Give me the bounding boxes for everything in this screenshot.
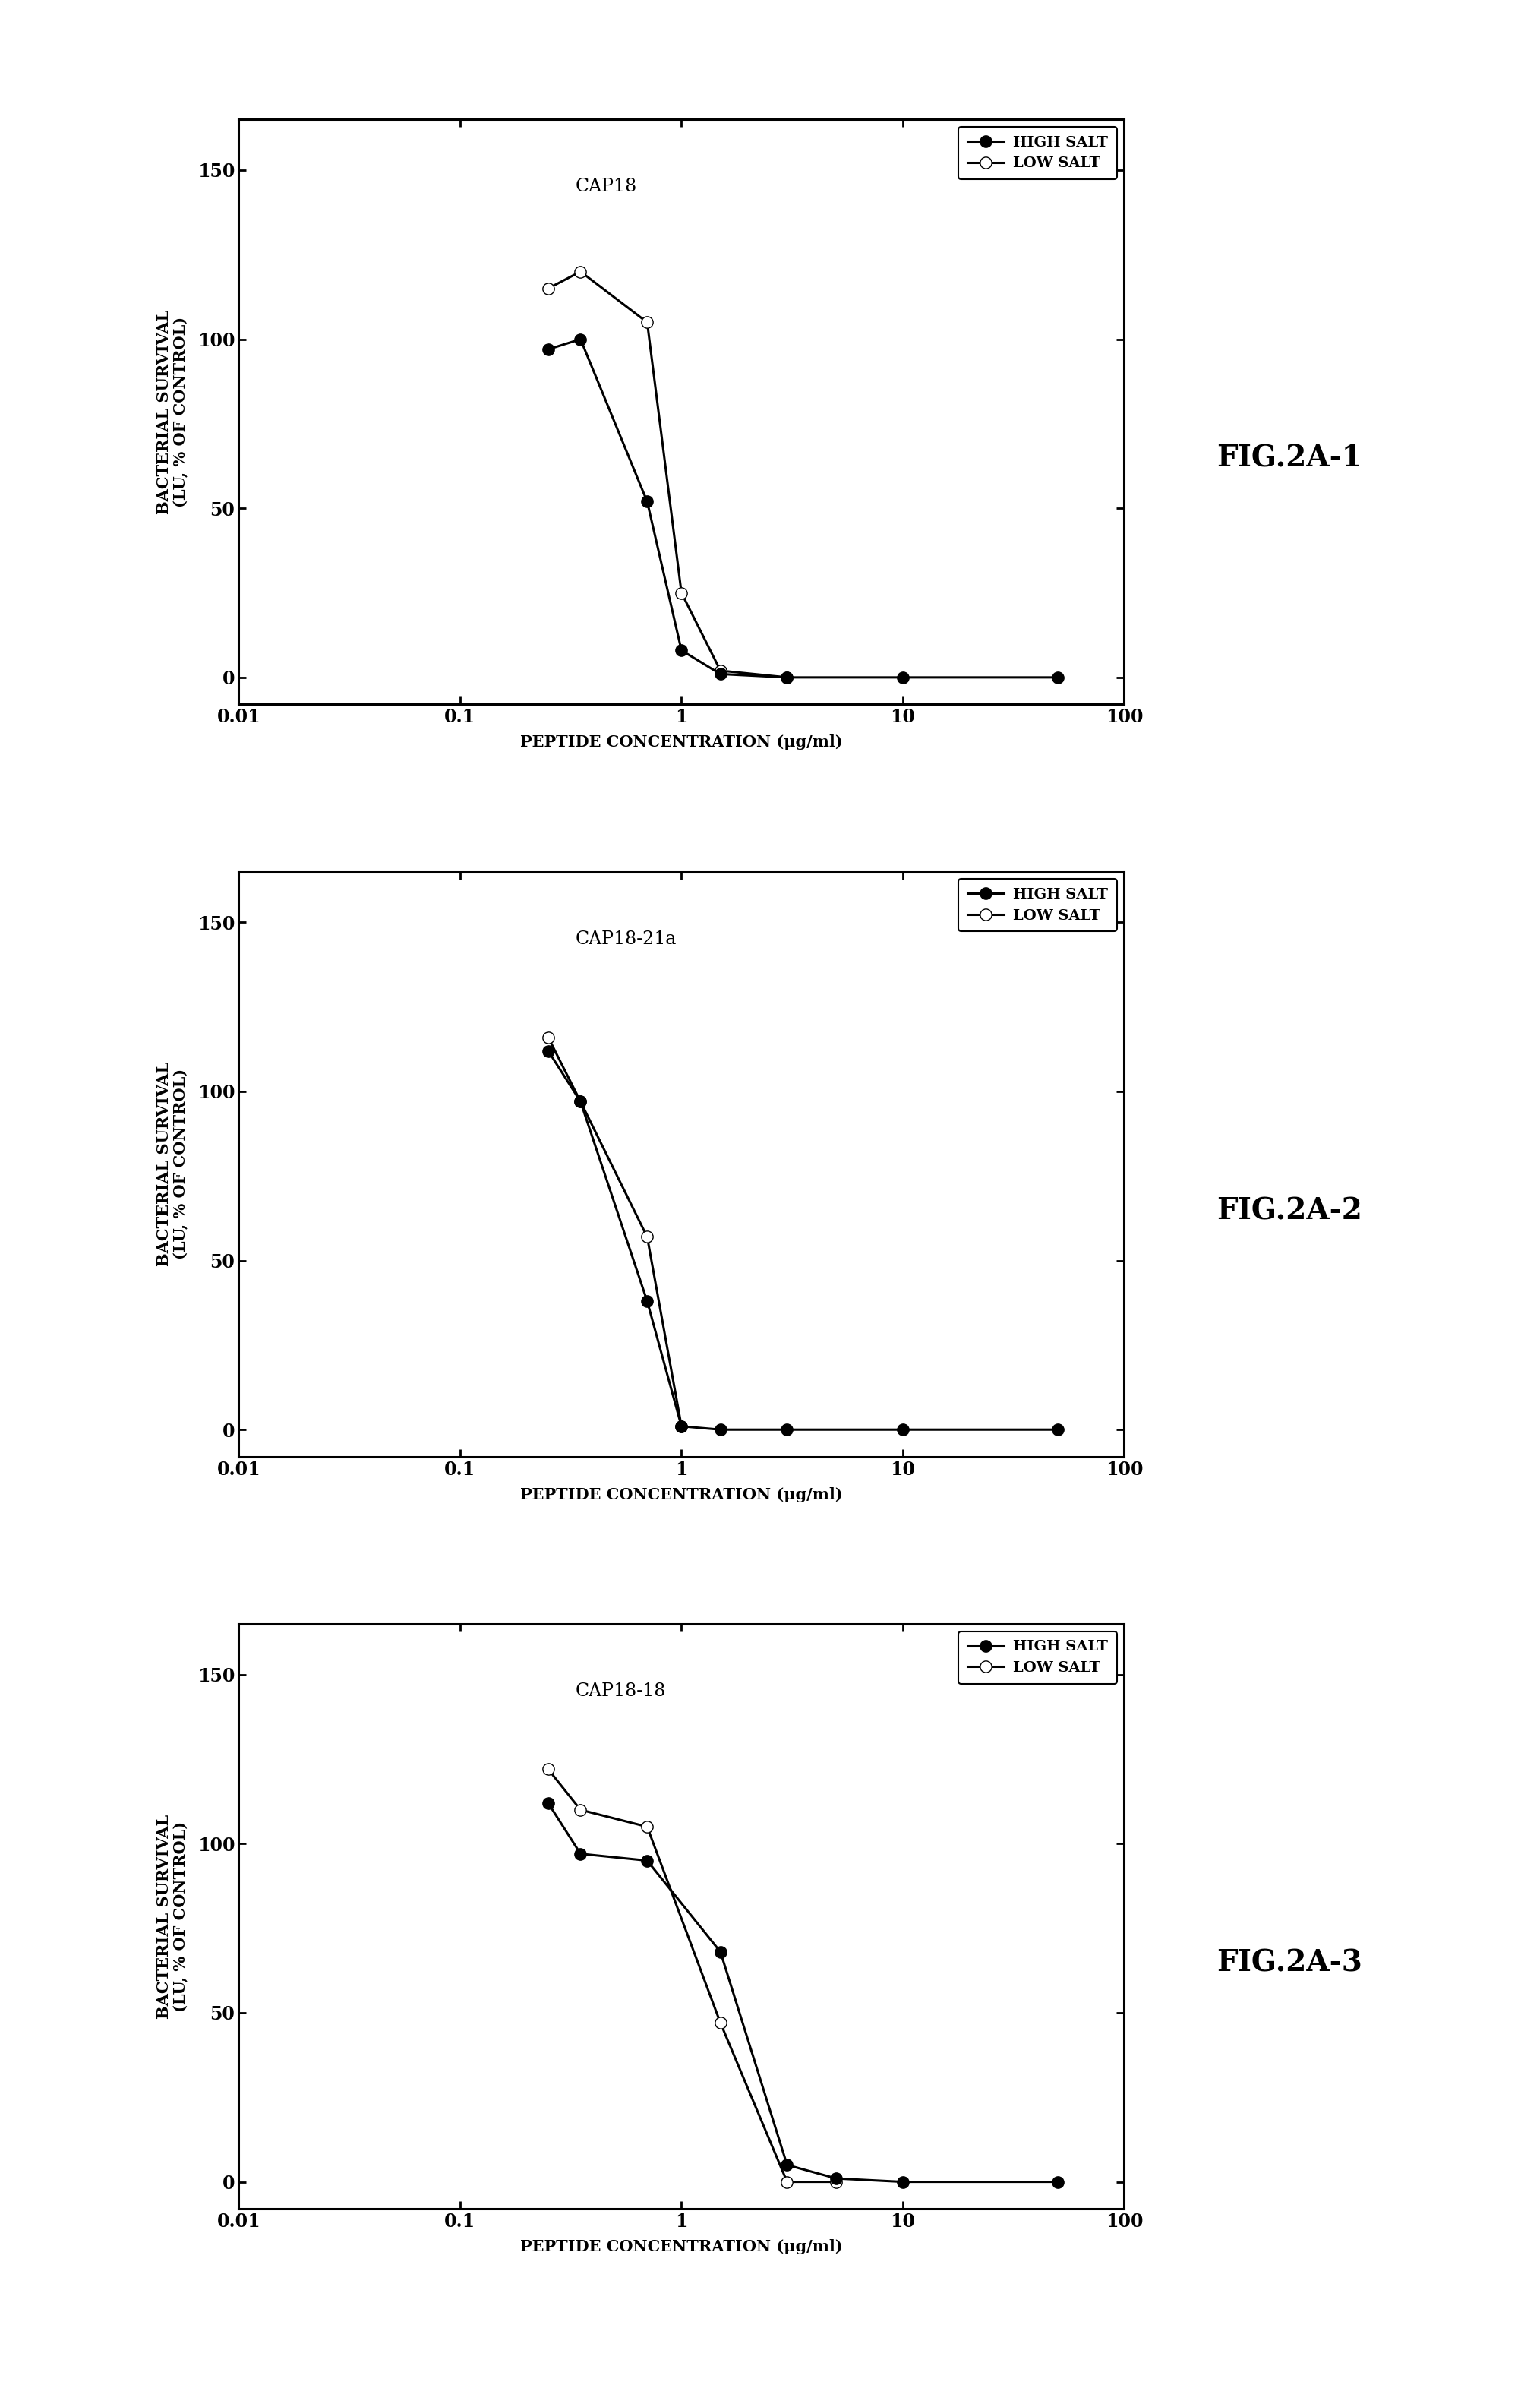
Text: CAP18-21a: CAP18-21a xyxy=(576,929,676,948)
HIGH SALT xyxy=(571,325,590,353)
Text: CAP18: CAP18 xyxy=(576,177,638,196)
HIGH SALT xyxy=(711,1937,730,1965)
HIGH SALT xyxy=(711,659,730,688)
Line: HIGH SALT: HIGH SALT xyxy=(542,1798,1063,2187)
LOW SALT xyxy=(571,258,590,287)
HIGH SALT xyxy=(571,1087,590,1115)
HIGH SALT xyxy=(571,1839,590,1867)
Y-axis label: BACTERIAL SURVIVAL
(LU, % OF CONTROL): BACTERIAL SURVIVAL (LU, % OF CONTROL) xyxy=(156,310,189,513)
LOW SALT xyxy=(673,578,691,607)
Line: HIGH SALT: HIGH SALT xyxy=(542,1046,1063,1435)
LOW SALT xyxy=(539,275,557,303)
HIGH SALT xyxy=(893,664,912,693)
HIGH SALT xyxy=(827,2164,845,2192)
X-axis label: PEPTIDE CONCENTRATION (μg/ml): PEPTIDE CONCENTRATION (μg/ml) xyxy=(521,1488,842,1502)
HIGH SALT xyxy=(673,635,691,664)
HIGH SALT xyxy=(638,1287,656,1316)
HIGH SALT xyxy=(778,2152,796,2180)
Legend: HIGH SALT, LOW SALT: HIGH SALT, LOW SALT xyxy=(958,1631,1116,1684)
Line: HIGH SALT: HIGH SALT xyxy=(542,334,1063,683)
LOW SALT xyxy=(827,2168,845,2197)
LOW SALT xyxy=(778,2168,796,2197)
LOW SALT xyxy=(711,2008,730,2037)
X-axis label: PEPTIDE CONCENTRATION (μg/ml): PEPTIDE CONCENTRATION (μg/ml) xyxy=(521,736,842,750)
Legend: HIGH SALT, LOW SALT: HIGH SALT, LOW SALT xyxy=(958,127,1116,179)
LOW SALT xyxy=(539,1022,557,1051)
LOW SALT xyxy=(638,1812,656,1841)
LOW SALT xyxy=(673,1411,691,1440)
HIGH SALT xyxy=(673,1411,691,1440)
Text: FIG.2A-1: FIG.2A-1 xyxy=(1217,444,1363,473)
Y-axis label: BACTERIAL SURVIVAL
(LU, % OF CONTROL): BACTERIAL SURVIVAL (LU, % OF CONTROL) xyxy=(156,1063,189,1266)
HIGH SALT xyxy=(638,487,656,516)
Line: LOW SALT: LOW SALT xyxy=(542,265,793,683)
Text: FIG.2A-2: FIG.2A-2 xyxy=(1217,1196,1363,1225)
Line: LOW SALT: LOW SALT xyxy=(542,1032,687,1433)
Text: CAP18-18: CAP18-18 xyxy=(576,1681,665,1700)
HIGH SALT xyxy=(711,1416,730,1445)
HIGH SALT xyxy=(1049,1416,1067,1445)
HIGH SALT xyxy=(893,2168,912,2197)
LOW SALT xyxy=(638,308,656,337)
HIGH SALT xyxy=(638,1846,656,1875)
HIGH SALT xyxy=(539,1036,557,1065)
HIGH SALT xyxy=(539,334,557,363)
LOW SALT xyxy=(571,1087,590,1115)
HIGH SALT xyxy=(778,1416,796,1445)
LOW SALT xyxy=(571,1796,590,1824)
Y-axis label: BACTERIAL SURVIVAL
(LU, % OF CONTROL): BACTERIAL SURVIVAL (LU, % OF CONTROL) xyxy=(156,1815,189,2018)
Legend: HIGH SALT, LOW SALT: HIGH SALT, LOW SALT xyxy=(958,879,1116,931)
LOW SALT xyxy=(711,657,730,685)
Text: FIG.2A-3: FIG.2A-3 xyxy=(1217,1949,1363,1977)
X-axis label: PEPTIDE CONCENTRATION (μg/ml): PEPTIDE CONCENTRATION (μg/ml) xyxy=(521,2240,842,2254)
HIGH SALT xyxy=(1049,2168,1067,2197)
HIGH SALT xyxy=(893,1416,912,1445)
HIGH SALT xyxy=(778,664,796,693)
LOW SALT xyxy=(638,1223,656,1251)
HIGH SALT xyxy=(539,1789,557,1817)
Line: LOW SALT: LOW SALT xyxy=(542,1762,842,2187)
LOW SALT xyxy=(778,664,796,693)
LOW SALT xyxy=(539,1755,557,1784)
HIGH SALT xyxy=(1049,664,1067,693)
